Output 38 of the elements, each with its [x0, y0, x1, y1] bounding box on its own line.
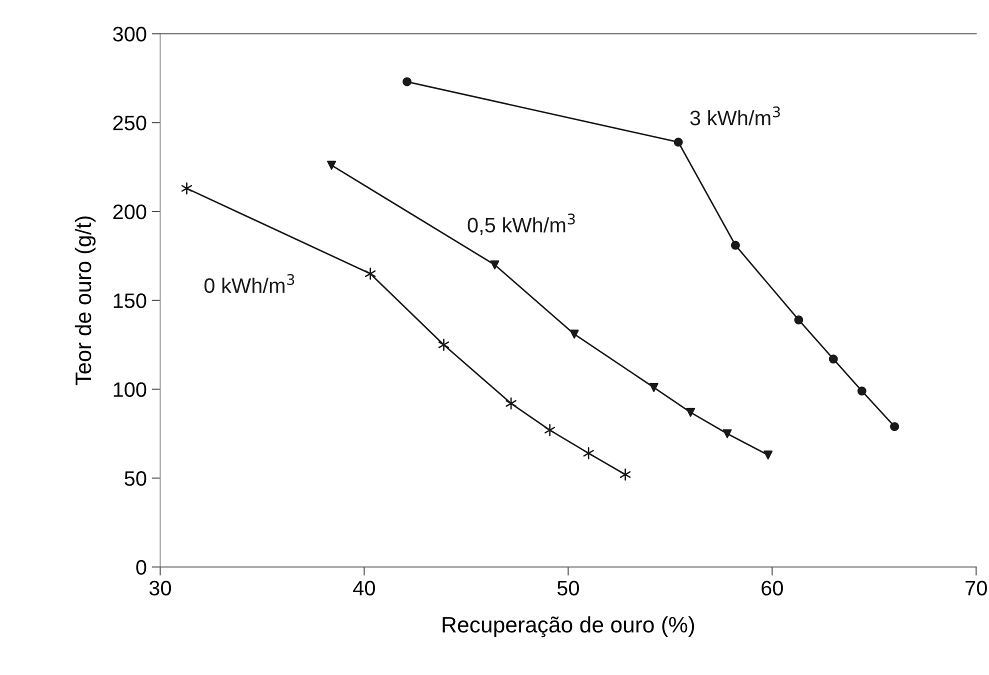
x-tick-label: 30	[149, 580, 171, 596]
point	[490, 260, 500, 270]
y-tick-label: 100	[114, 382, 146, 398]
series-label: 0,5 kWh/m$^{3}$	[468, 213, 575, 235]
point	[730, 240, 740, 250]
point	[181, 182, 192, 194]
point	[890, 422, 900, 432]
point	[828, 354, 838, 364]
point	[686, 408, 696, 417]
y-tick-label: 200	[113, 204, 146, 220]
y-tick-label: 300	[113, 26, 146, 42]
point	[620, 468, 631, 481]
x-tick-label: 70	[966, 580, 987, 596]
point	[794, 315, 804, 324]
point	[722, 429, 732, 438]
series-label: 3 kWh/m$^{3}$	[690, 106, 780, 126]
point	[857, 386, 866, 396]
y-tick-label: 50	[124, 471, 146, 486]
point	[570, 330, 579, 339]
y-tick-label: 150	[114, 293, 146, 308]
point	[402, 77, 412, 86]
point	[327, 160, 336, 170]
point	[544, 424, 556, 436]
point	[506, 397, 516, 410]
y-axis-title: Teor de ouro (g/t)	[74, 216, 96, 386]
series-label: 0 kWh/m$^{3}$	[204, 274, 294, 294]
x-tick-label: 60	[762, 580, 783, 596]
point	[364, 268, 376, 280]
point	[764, 450, 773, 460]
point	[583, 447, 594, 460]
y-tick-label: 250	[113, 116, 146, 130]
y-tick-label: 0	[136, 560, 146, 575]
point	[438, 338, 450, 351]
x-axis-title: Recuperação de ouro (%)	[442, 616, 694, 638]
x-tick-label: 40	[353, 580, 375, 596]
point	[649, 382, 658, 392]
x-tick-label: 50	[557, 580, 579, 596]
point	[674, 138, 683, 147]
